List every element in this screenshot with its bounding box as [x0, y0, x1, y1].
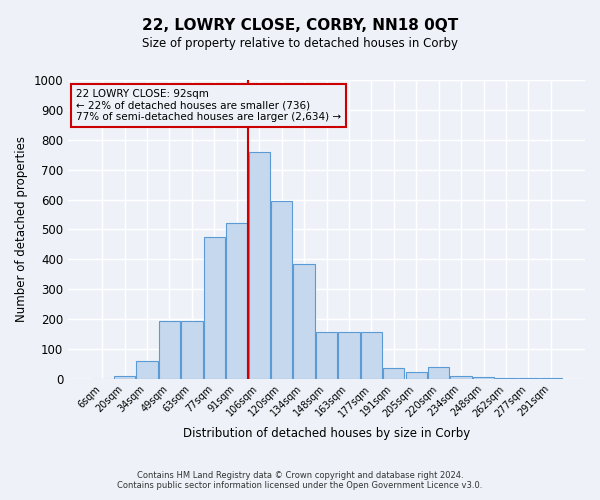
Text: 22 LOWRY CLOSE: 92sqm
← 22% of detached houses are smaller (736)
77% of semi-det: 22 LOWRY CLOSE: 92sqm ← 22% of detached …	[76, 89, 341, 122]
Bar	[204, 237, 225, 379]
Bar	[361, 332, 382, 379]
Bar	[248, 152, 270, 379]
Bar	[114, 376, 135, 379]
Bar	[316, 332, 337, 379]
Bar	[181, 320, 203, 379]
Bar	[383, 368, 404, 379]
Text: Contains HM Land Registry data © Crown copyright and database right 2024.
Contai: Contains HM Land Registry data © Crown c…	[118, 470, 482, 490]
Bar	[271, 201, 292, 379]
X-axis label: Distribution of detached houses by size in Corby: Distribution of detached houses by size …	[183, 427, 470, 440]
Text: Size of property relative to detached houses in Corby: Size of property relative to detached ho…	[142, 38, 458, 51]
Bar	[473, 378, 494, 379]
Bar	[338, 332, 359, 379]
Bar	[428, 367, 449, 379]
Bar	[136, 361, 158, 379]
Bar	[518, 378, 539, 379]
Bar	[293, 264, 315, 379]
Y-axis label: Number of detached properties: Number of detached properties	[15, 136, 28, 322]
Bar	[451, 376, 472, 379]
Bar	[496, 378, 517, 379]
Bar	[159, 320, 180, 379]
Bar	[540, 378, 562, 379]
Bar	[406, 372, 427, 379]
Bar	[226, 224, 247, 379]
Text: 22, LOWRY CLOSE, CORBY, NN18 0QT: 22, LOWRY CLOSE, CORBY, NN18 0QT	[142, 18, 458, 32]
